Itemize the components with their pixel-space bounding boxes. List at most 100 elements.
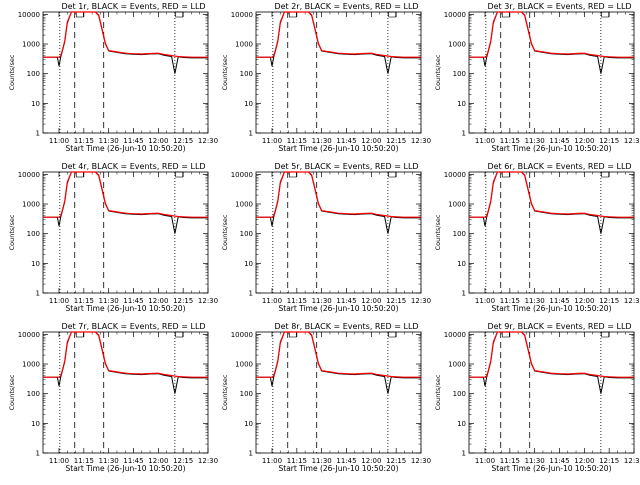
x-tick-label: 11:15: [287, 297, 307, 305]
y-tick-label: 100: [27, 70, 40, 78]
x-axis-label: Start Time (26-Jun-10 10:50:20): [279, 144, 399, 153]
x-tick-label: 11:45: [123, 137, 143, 145]
top-flag-marker: [601, 331, 610, 338]
y-tick-label: 10: [457, 100, 466, 108]
x-tick-label: 11:30: [99, 457, 119, 465]
y-tick-label: 10: [457, 260, 466, 268]
x-axis-label: Start Time (26-Jun-10 10:50:20): [66, 464, 186, 473]
series-lld-line: [256, 171, 421, 218]
x-axis-label: Start Time (26-Jun-10 10:50:20): [492, 144, 612, 153]
x-tick-label: 12:00: [574, 297, 594, 305]
series-lld-line: [469, 331, 634, 378]
x-tick-label: 11:15: [74, 457, 94, 465]
plot-frame: [468, 331, 635, 454]
x-tick-label: 12:00: [361, 137, 381, 145]
chart-panel-9: Det 9r, BLACK = Events, RED = LLD 1 10 100 1…: [434, 322, 640, 473]
y-tick-label: 1: [249, 290, 253, 298]
chart-panel-7: Det 7r, BLACK = Events, RED = LLD 1 10 100 1…: [8, 322, 218, 473]
x-tick-label: 12:00: [361, 457, 381, 465]
x-tick-label: 12:15: [599, 457, 619, 465]
x-tick-label: 11:45: [336, 457, 356, 465]
series-lld-line: [43, 11, 208, 58]
x-axis-label: Start Time (26-Jun-10 10:50:20): [492, 304, 612, 313]
x-tick-label: 11:00: [475, 457, 495, 465]
plot-frame: [42, 11, 209, 134]
x-tick-label: 11:30: [99, 297, 119, 305]
y-axis-label: Counts/sec: [434, 374, 442, 410]
x-tick-label: 12:00: [148, 297, 168, 305]
x-tick-label: 12:30: [198, 457, 218, 465]
x-axis-label: Start Time (26-Jun-10 10:50:20): [279, 304, 399, 313]
top-flag-marker: [502, 171, 510, 178]
x-tick-label: 11:30: [525, 457, 545, 465]
chart-panel-6: Det 6r, BLACK = Events, RED = LLD 1 10 100 1…: [434, 162, 640, 313]
y-axis-label: Counts/sec: [8, 54, 16, 90]
x-tick-label: 12:30: [624, 457, 640, 465]
top-flag-marker: [76, 331, 84, 338]
x-tick-label: 12:30: [624, 297, 640, 305]
top-flag-marker: [175, 331, 184, 338]
x-tick-label: 11:00: [49, 457, 69, 465]
x-axis-label: Start Time (26-Jun-10 10:50:20): [66, 304, 186, 313]
chart-panel-5: Det 5r, BLACK = Events, RED = LLD 1 10 100 1…: [221, 162, 431, 313]
top-flag-marker: [289, 331, 297, 338]
x-tick-label: 12:30: [198, 137, 218, 145]
y-tick-label: 1000: [22, 41, 40, 49]
chart-panel-8: Det 8r, BLACK = Events, RED = LLD 1 10 100 1…: [221, 322, 431, 473]
plot-frame: [468, 11, 635, 134]
plot-frame: [42, 171, 209, 294]
x-tick-label: 12:30: [411, 137, 431, 145]
x-tick-label: 12:15: [386, 137, 406, 145]
x-tick-label: 11:45: [549, 457, 569, 465]
x-axis-label: Start Time (26-Jun-10 10:50:20): [492, 464, 612, 473]
x-tick-label: 11:15: [287, 137, 307, 145]
x-tick-label: 12:30: [198, 297, 218, 305]
y-tick-label: 10: [31, 100, 40, 108]
y-axis-label: Counts/sec: [434, 54, 442, 90]
y-tick-label: 10000: [231, 331, 253, 339]
x-tick-label: 12:00: [361, 297, 381, 305]
x-tick-label: 11:30: [312, 457, 332, 465]
y-tick-label: 100: [453, 230, 466, 238]
series-lld-line: [469, 171, 634, 218]
x-tick-label: 12:00: [148, 137, 168, 145]
y-axis-label: Counts/sec: [221, 374, 229, 410]
y-axis-label: Counts/sec: [434, 214, 442, 250]
x-tick-label: 11:15: [74, 137, 94, 145]
y-tick-label: 10: [244, 260, 253, 268]
y-tick-label: 10000: [444, 171, 466, 179]
series-lld-line: [43, 171, 208, 218]
y-tick-label: 10000: [444, 331, 466, 339]
series-lld-line: [43, 331, 208, 378]
x-tick-label: 11:30: [99, 137, 119, 145]
top-flag-marker: [289, 171, 297, 178]
x-tick-label: 11:45: [549, 297, 569, 305]
x-tick-label: 11:00: [49, 137, 69, 145]
x-axis-label: Start Time (26-Jun-10 10:50:20): [66, 144, 186, 153]
chart-panel-3: Det 3r, BLACK = Events, RED = LLD 1 10 100 1…: [434, 2, 640, 153]
top-flag-marker: [76, 171, 84, 178]
y-tick-label: 10000: [231, 171, 253, 179]
x-tick-label: 12:15: [386, 297, 406, 305]
x-tick-label: 11:15: [500, 297, 520, 305]
x-tick-label: 11:15: [287, 457, 307, 465]
x-tick-label: 11:00: [262, 297, 282, 305]
x-tick-label: 12:15: [386, 457, 406, 465]
panel-title: Det 6r, BLACK = Events, RED = LLD: [487, 162, 631, 171]
x-tick-label: 11:45: [123, 457, 143, 465]
plot-frame: [42, 331, 209, 454]
top-flag-marker: [388, 331, 397, 338]
y-tick-label: 100: [240, 230, 253, 238]
top-flag-marker: [502, 11, 510, 18]
panel-title: Det 8r, BLACK = Events, RED = LLD: [274, 322, 418, 331]
top-flag-marker: [502, 331, 510, 338]
x-tick-label: 11:30: [312, 297, 332, 305]
panel-title: Det 1r, BLACK = Events, RED = LLD: [61, 2, 205, 11]
top-flag-marker: [175, 11, 184, 18]
x-tick-label: 11:30: [525, 297, 545, 305]
x-tick-label: 11:00: [262, 137, 282, 145]
x-tick-label: 12:00: [574, 457, 594, 465]
y-tick-label: 1000: [22, 201, 40, 209]
x-tick-label: 12:15: [599, 297, 619, 305]
